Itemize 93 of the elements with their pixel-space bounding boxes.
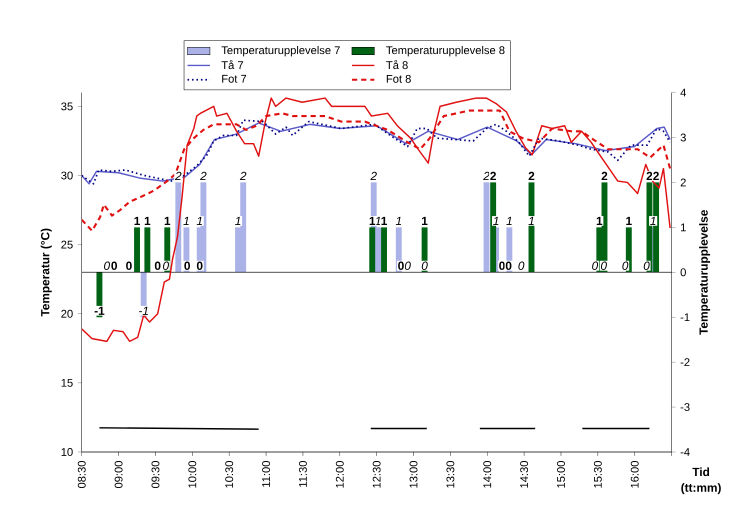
y2-tick-label: 2 <box>680 178 686 186</box>
y-tick-label: 25 <box>61 240 73 249</box>
legend-label: Tå 8 <box>386 60 408 69</box>
x-tick-label: 09:00 <box>114 460 123 488</box>
data-label: 0 <box>600 261 607 270</box>
data-label: 1 <box>144 216 150 225</box>
bar <box>144 227 150 272</box>
y-tick-label: 10 <box>62 448 73 456</box>
legend-label: Fot 7 <box>222 74 246 83</box>
data-label: 1 <box>528 216 534 225</box>
data-label: 2 <box>200 172 207 180</box>
data-label: 1 <box>596 216 602 225</box>
data-label: 2 <box>490 172 496 180</box>
data-label: 0 <box>592 261 598 270</box>
x-tick-label: 16:00 <box>630 460 639 488</box>
bar <box>381 227 387 272</box>
legend-label: Tå 7 <box>222 60 244 69</box>
data-label: 2 <box>370 172 377 180</box>
data-label: 1 <box>134 216 140 225</box>
x-tick-label: 08:30 <box>78 460 86 488</box>
data-label: 0 <box>518 261 524 270</box>
y2-tick-label: -1 <box>680 313 690 321</box>
data-label: 1 <box>422 216 428 225</box>
x-tick-label: 14:30 <box>520 460 528 488</box>
data-label: 1 <box>650 216 656 225</box>
data-label: 0 <box>506 261 512 270</box>
data-label: 1 <box>493 216 498 225</box>
y2-tick-label: -3 <box>680 403 690 411</box>
y2-tick-label: -2 <box>680 358 690 366</box>
data-label: 0 <box>104 261 110 270</box>
data-label: 2 <box>174 172 182 180</box>
data-label: 2 <box>602 172 608 180</box>
data-label: 0 <box>111 261 117 270</box>
x-tick-label: 12:00 <box>336 460 344 488</box>
x-tick-label: 12:30 <box>372 460 381 488</box>
y-tick-label: 20 <box>61 310 73 318</box>
x-tick-label: 09:30 <box>152 460 160 488</box>
data-label: 0 <box>163 261 169 270</box>
y-tick-label: 15 <box>62 378 73 387</box>
data-label: 0 <box>499 261 505 270</box>
x-tick-label: 14:00 <box>483 460 492 488</box>
data-label: 1 <box>506 216 512 225</box>
data-label: 1 <box>370 216 376 225</box>
bar <box>134 227 140 272</box>
x-tick-label: 11:30 <box>298 460 307 487</box>
legend-label: Temperaturupplevelse 7 <box>222 46 340 56</box>
data-label: 0 <box>622 261 628 270</box>
data-label: 0 <box>404 261 411 270</box>
data-label: 1 <box>164 216 170 225</box>
y2-tick-label: 4 <box>680 88 686 96</box>
y2-axis-title: Temperaturupplevelse <box>699 210 710 335</box>
data-label: 2 <box>653 172 659 180</box>
bar <box>490 182 496 272</box>
data-label: 1 <box>183 216 189 225</box>
data-label: 0 <box>154 261 160 270</box>
y2-tick-label: 1 <box>680 223 686 232</box>
data-label: 0 <box>422 261 428 270</box>
data-label: 1 <box>196 216 202 225</box>
data-label: 2 <box>528 172 534 180</box>
data-label: 2 <box>240 172 246 180</box>
y2-tick-label: 0 <box>680 268 686 276</box>
data-label: 1 <box>396 216 402 225</box>
legend-label: Temperaturupplevelse 8 <box>386 46 505 56</box>
data-label: -1 <box>139 306 148 315</box>
data-label: 0 <box>196 261 203 270</box>
bar <box>528 182 534 272</box>
data-label: 0 <box>126 261 132 270</box>
data-label: 2 <box>646 172 652 180</box>
line-series <box>82 97 671 342</box>
x-tick-label: 10:00 <box>188 460 196 488</box>
data-label: 0 <box>644 261 650 270</box>
bar <box>369 227 376 272</box>
y-axis-title: Temperatur (°C) <box>40 228 52 316</box>
bar <box>484 182 490 272</box>
x-tick-label: 11:00 <box>262 460 270 487</box>
data-label: 0 <box>398 261 404 270</box>
y-tick-label: 35 <box>61 102 73 110</box>
x-tick-label: 13:30 <box>446 460 454 488</box>
data-label: 1 <box>626 216 632 225</box>
x-tick-label: 13:00 <box>410 460 418 488</box>
x-tick-label: 10:30 <box>225 460 234 488</box>
data-label: 1 <box>235 216 240 225</box>
x-tick-label: 15:00 <box>557 460 565 488</box>
y-tick-label: 30 <box>61 172 73 180</box>
data-label: 1 <box>381 216 387 225</box>
data-label: 0 <box>184 261 190 270</box>
x-tick-label: 15:30 <box>594 460 602 488</box>
y2-tick-label: -4 <box>680 448 690 456</box>
y2-tick-label: 3 <box>680 133 686 142</box>
x-axis-title: Tid (tt:mm) <box>681 467 721 494</box>
data-label: -1 <box>94 306 104 315</box>
data-label: 2 <box>483 172 490 180</box>
legend-label: Fot 8 <box>386 74 411 83</box>
